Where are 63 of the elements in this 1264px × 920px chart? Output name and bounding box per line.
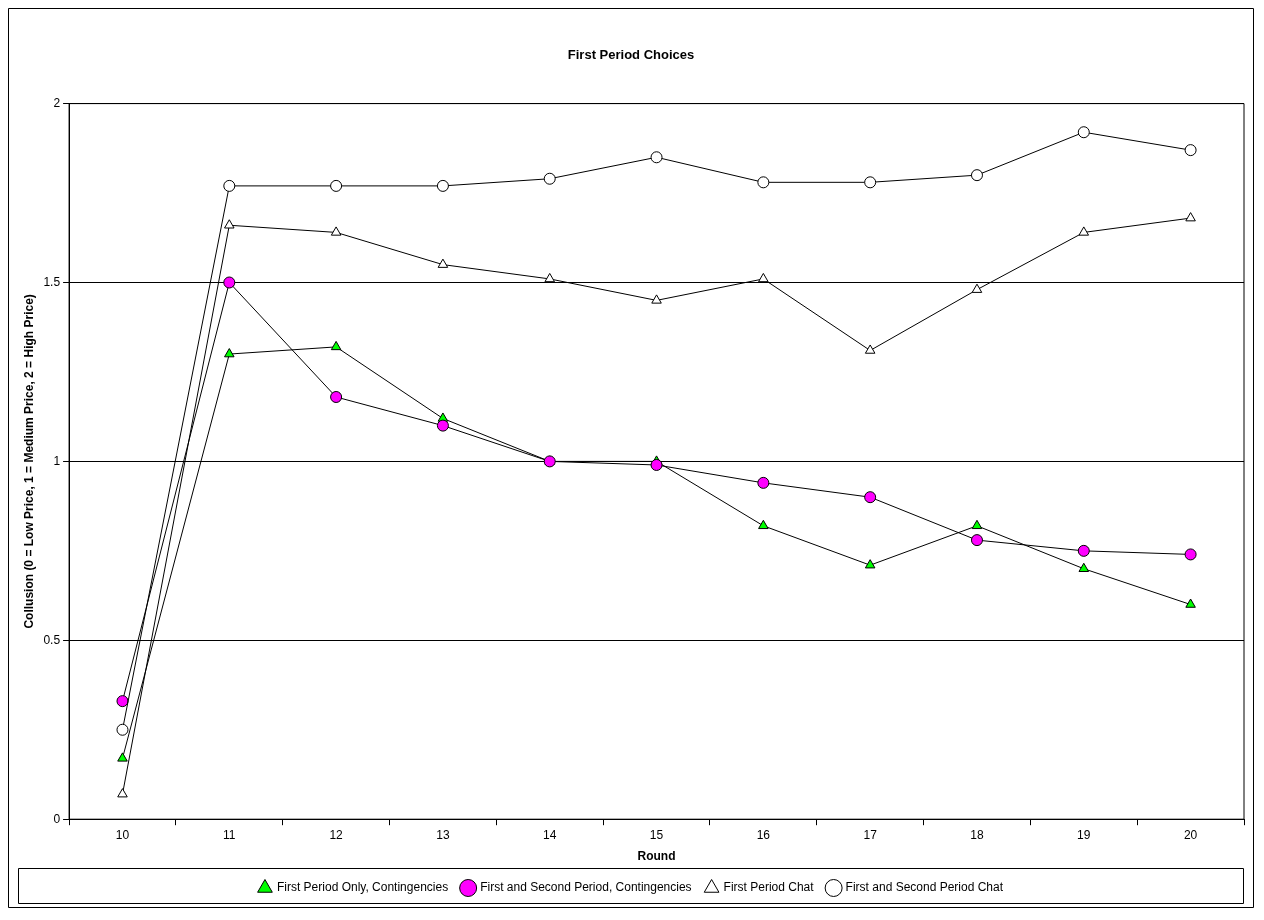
point [543,172,556,185]
legend-label: First and Second Period Chat [845,880,1004,895]
point [436,179,449,192]
x-tick-label: 11 [223,827,236,842]
x-tick-label: 19 [1077,827,1091,842]
chart-title: First Period Choices [567,47,695,63]
point [1077,544,1090,557]
point [1078,562,1090,572]
point [223,179,236,192]
point [437,258,449,268]
point [117,752,128,762]
point [651,294,662,304]
point [116,723,129,736]
x-tick-label: 16 [756,827,771,842]
point [650,458,663,471]
point [330,226,342,236]
point [971,283,983,293]
point [330,340,342,351]
legend-label: First Period Chat [723,880,815,895]
y-tick-label: 1 [53,453,61,468]
x-tick-label: 12 [329,827,344,842]
y-tick-label: 0.5 [43,632,61,647]
point [1077,126,1090,139]
point [1185,598,1196,608]
x-tick-label: 18 [970,827,984,842]
x-tick-label: 20 [1183,827,1198,842]
x-tick-label: 15 [649,827,664,842]
point [864,491,877,504]
point [864,344,876,354]
y-axis-title: Collusion (0 = Low Price, 1 = Medium Price, 2 = High Price) [21,294,36,629]
point [1184,144,1197,157]
x-tick-label: 13 [436,827,450,842]
point [1185,212,1196,222]
x-tick-label: 14 [543,827,557,842]
point [970,534,983,547]
point [650,151,663,164]
point [864,176,877,189]
point [544,272,555,283]
point [223,276,236,289]
legend-label: First Period Only, Contingencies [276,880,449,895]
point [757,476,770,489]
point [330,391,343,403]
point [117,788,128,798]
point [436,419,449,432]
y-tick-label: 1.5 [43,274,61,289]
point [1184,548,1197,561]
y-tick-label: 2 [53,95,61,110]
point [1078,226,1090,236]
x-axis-title: Round [637,849,676,864]
point [758,272,769,283]
legend-label: First and Second Period, Contingencies [480,880,692,895]
point [116,695,129,708]
point [758,519,769,530]
x-tick-label: 10 [115,827,130,842]
point [970,169,983,182]
point [330,179,343,192]
point [224,348,235,358]
x-tick-label: 17 [863,827,878,842]
point [971,519,983,530]
y-tick-label: 0 [53,811,61,826]
point [757,176,770,189]
point [864,559,876,569]
point [224,219,235,229]
